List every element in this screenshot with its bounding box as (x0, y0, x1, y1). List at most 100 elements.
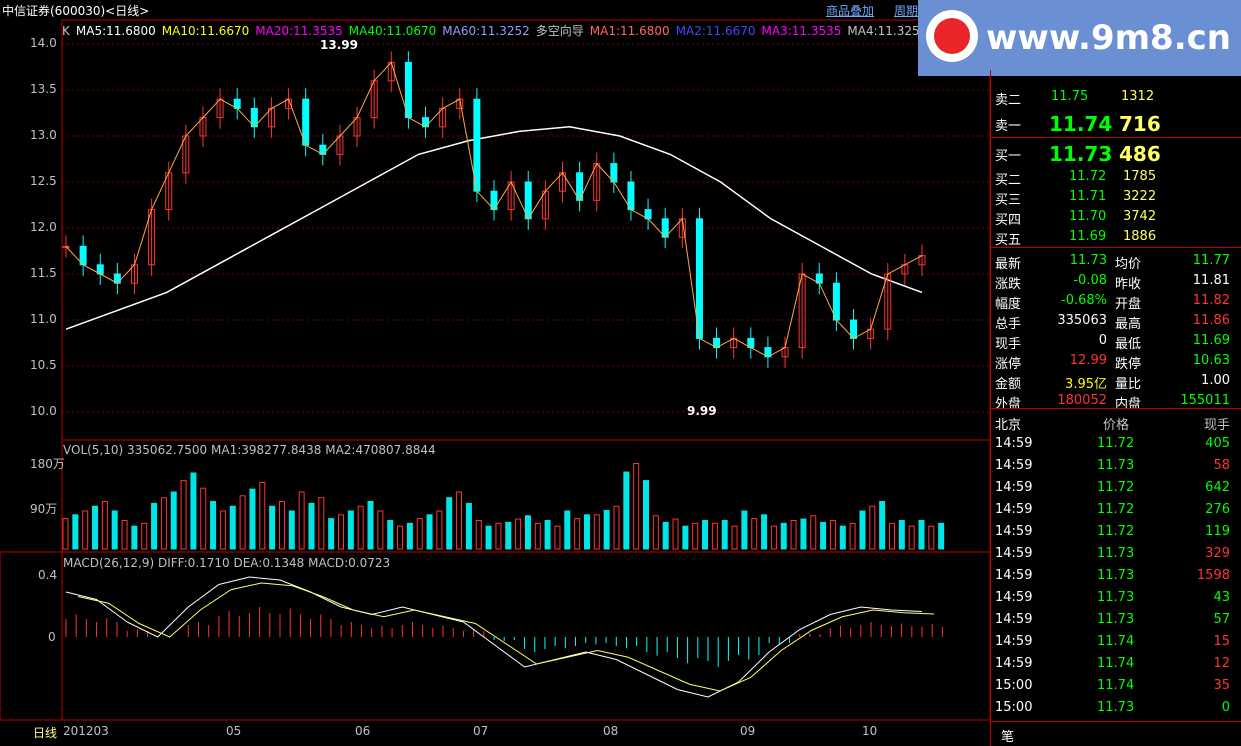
volume-bar (397, 525, 404, 550)
volume-bar (820, 521, 827, 550)
stat-value: 11.86 (1192, 313, 1230, 328)
tick-vol: 1598 (1196, 568, 1230, 583)
quote-panel: 卖二 11.75 1312 卖一 11.74 716 买一 11.73 486 买二 11.72 17… (990, 70, 1241, 746)
tick-time: 15:00 (995, 678, 1033, 693)
volume-bar (643, 480, 650, 550)
volume-bar (160, 497, 167, 550)
price-tick-label: 10.5 (30, 358, 57, 372)
tick-row: 14:59 11.72 642 (991, 477, 1241, 497)
tick-vol: 119 (1205, 524, 1230, 539)
tick-row: 14:59 11.73 58 (991, 455, 1241, 475)
stat-value: 11.82 (1192, 293, 1230, 308)
volume-bar (337, 514, 344, 550)
volume-bar (544, 520, 551, 550)
stat-label: 总手 (995, 317, 1022, 332)
tick-vol: 12 (1213, 656, 1230, 671)
volume-bar (869, 505, 876, 550)
tab-trades[interactable]: 笔 (991, 723, 1241, 745)
volume-bar (308, 502, 315, 550)
volume-bar (151, 502, 158, 550)
bid-label: 买四 (995, 213, 1022, 228)
tick-price: 11.72 (1097, 480, 1135, 495)
ma-legend: K MA5:11.6800 MA10:11.6670 MA20:11.3535 MA40… (62, 22, 933, 39)
stat-row: 幅度 -0.68% 开盘 11.82 (991, 290, 1241, 312)
tick-vol: 43 (1213, 590, 1230, 605)
volume-bar (682, 525, 689, 550)
stat-label: 外盘 (995, 397, 1022, 412)
tick-header-row: 北京 价格 现手 (991, 411, 1241, 433)
tick-time: 14:59 (995, 612, 1033, 627)
ma-legend-item: MA1:11.6800 (589, 24, 670, 38)
volume-bar (515, 518, 522, 550)
ask-row: 卖二 11.75 1312 (991, 86, 1241, 108)
stat-value: 11.77 (1192, 253, 1230, 268)
date-tick-label: 08 (603, 724, 619, 738)
volume-bar (475, 520, 482, 550)
volume-bar (593, 514, 600, 550)
tick-vol: 329 (1205, 546, 1230, 561)
tick-vol: 35 (1213, 678, 1230, 693)
volume-bar (269, 505, 276, 550)
volume-bar (347, 510, 354, 550)
ma-legend-item: 多空向导 (535, 24, 584, 38)
bid-vol: 486 (1119, 142, 1161, 166)
date-tick-label: 09 (740, 724, 756, 738)
price-tick-label: 12.0 (30, 220, 57, 234)
volume-bar (446, 497, 453, 550)
stat-row: 涨停 12.99 跌停 10.63 (991, 350, 1241, 372)
volume-bar (702, 520, 709, 550)
stat-value: 11.69 (1192, 333, 1230, 348)
period-menu-link[interactable]: 周期 (894, 4, 919, 18)
volume-bar (239, 495, 246, 550)
volume-bar (170, 491, 177, 550)
tick-price: 11.74 (1097, 656, 1135, 671)
kline-chart-area[interactable] (0, 0, 990, 746)
volume-bar (603, 510, 610, 550)
stat-value: 0 (1098, 333, 1107, 348)
volume-bar (92, 505, 99, 550)
volume-bar (298, 491, 305, 550)
tick-vol: 58 (1213, 458, 1230, 473)
volume-bar (328, 518, 335, 550)
vol-axis-mid: 90万 (30, 502, 58, 516)
tick-time: 14:59 (995, 458, 1033, 473)
stat-label: 跌停 (1115, 357, 1142, 372)
ma-legend-item: MA40:11.0670 (348, 24, 437, 38)
volume-bar (672, 518, 679, 550)
stat-value: -0.08 (1073, 273, 1107, 288)
ask-label: 卖二 (995, 93, 1022, 108)
stat-row: 涨跌 -0.08 昨收 11.81 (991, 270, 1241, 292)
tick-time: 14:59 (995, 436, 1033, 451)
price-tick-label: 11.0 (30, 312, 57, 326)
volume-bar (780, 522, 787, 550)
overlay-menu-link[interactable]: 商品叠加 (826, 4, 875, 18)
tick-price: 11.73 (1097, 700, 1135, 715)
volume-bar (859, 510, 866, 550)
stat-value: 11.73 (1069, 253, 1107, 268)
bid-label: 买二 (995, 173, 1022, 188)
volume-bar (190, 472, 197, 550)
tick-time: 14:59 (995, 590, 1033, 605)
tick-vol: 15 (1213, 634, 1230, 649)
stat-label: 涨跌 (995, 277, 1022, 292)
tick-price: 11.73 (1097, 458, 1135, 473)
tick-time: 14:59 (995, 502, 1033, 517)
volume-bar (485, 525, 492, 550)
chart-grid (0, 19, 990, 721)
price-pane-frame (61, 19, 990, 441)
ask-price: 11.74 (1049, 112, 1113, 136)
window-title: 中信证券(600030)<日线> (2, 4, 150, 18)
volume-bar (711, 522, 718, 550)
volume-bar (180, 480, 187, 550)
tick-price: 11.72 (1097, 502, 1135, 517)
volume-bar (82, 510, 89, 550)
volume-bar (623, 471, 630, 550)
stat-value: 1.00 (1201, 373, 1230, 388)
ma5-line (65, 61, 923, 358)
diff-line (65, 576, 923, 698)
date-tick-label: 07 (473, 724, 489, 738)
tick-time: 14:59 (995, 656, 1033, 671)
tick-header-place: 北京 (995, 418, 1022, 433)
volume-bar (692, 522, 699, 550)
stat-label: 最高 (1115, 317, 1142, 332)
